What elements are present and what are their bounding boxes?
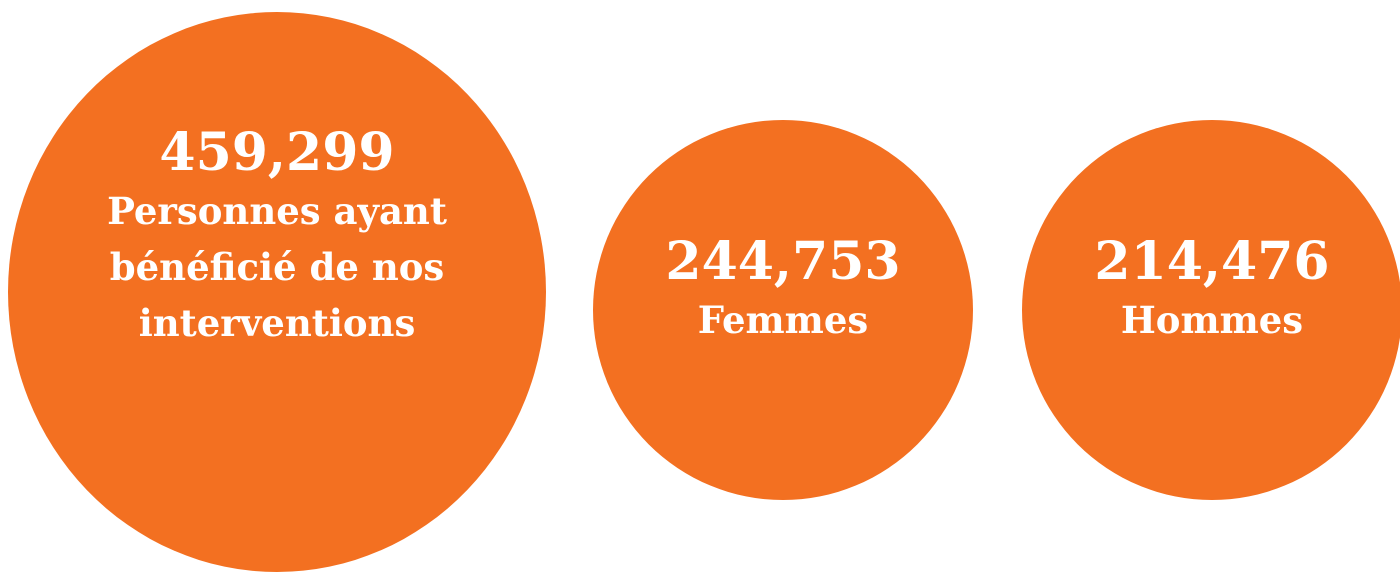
stat-content: 459,299 Personnes ayant bénéficié de nos…	[52, 123, 502, 351]
stat-circle: 244,753 Femmes	[593, 120, 973, 500]
stat-value: 459,299	[159, 122, 395, 183]
stat-label: Femmes	[697, 298, 869, 342]
stat-value: 214,476	[1094, 231, 1330, 292]
stat-content: 244,753 Femmes	[665, 232, 900, 348]
stat-circle: 459,299 Personnes ayant bénéficié de nos…	[8, 12, 546, 572]
stat-circle: 214,476 Hommes	[1022, 120, 1400, 500]
stat-content: 214,476 Hommes	[1094, 232, 1329, 348]
stat-value: 244,753	[665, 231, 901, 292]
stat-label: Hommes	[1120, 298, 1304, 342]
stat-label: Personnes ayant bénéficié de nos interve…	[107, 189, 447, 345]
